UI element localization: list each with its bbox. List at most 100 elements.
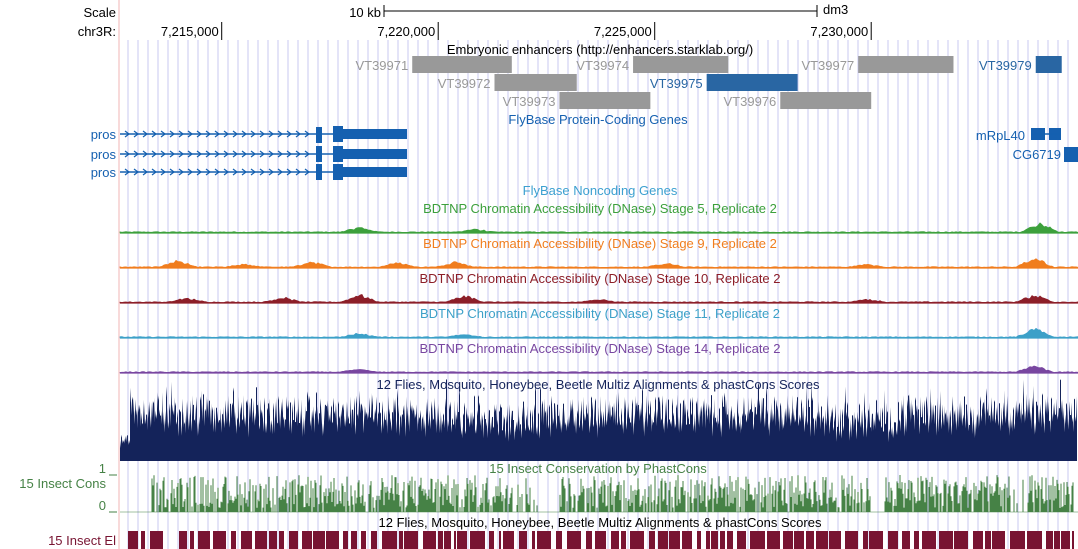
exon[interactable] [343, 129, 407, 139]
conserved-element[interactable] [720, 531, 725, 549]
conserved-element[interactable] [783, 531, 793, 549]
conserved-element[interactable] [289, 531, 298, 549]
exon[interactable] [333, 126, 343, 142]
conserved-element[interactable] [845, 531, 858, 549]
conserved-element[interactable] [806, 531, 814, 549]
conserved-element[interactable] [992, 531, 1005, 549]
conserved-element[interactable] [279, 531, 284, 549]
conserved-element[interactable] [567, 531, 581, 549]
enhancer-vt39977[interactable] [858, 56, 954, 73]
enhancer-label[interactable]: VT39977 [801, 58, 854, 73]
conserved-element[interactable] [727, 531, 733, 549]
enhancer-label[interactable]: VT39973 [503, 94, 556, 109]
gene-label-mrpl40[interactable]: mRpL40 [976, 128, 1025, 143]
conserved-element[interactable] [621, 531, 626, 549]
genes-title[interactable]: FlyBase Protein-Coding Genes [508, 112, 688, 127]
dnase-title[interactable]: BDTNP Chromatin Accessibility (DNase) St… [423, 201, 777, 216]
dnase-title[interactable]: BDTNP Chromatin Accessibility (DNase) St… [423, 236, 777, 251]
dnase-signal[interactable] [119, 365, 1078, 374]
dnase-title[interactable]: BDTNP Chromatin Accessibility (DNase) St… [419, 341, 780, 356]
conserved-element[interactable] [326, 531, 339, 549]
conserved-element[interactable] [611, 531, 619, 549]
gene-pros-transcript[interactable]: pros [91, 164, 407, 180]
multiz-histogram[interactable] [120, 379, 1077, 461]
conserved-element[interactable] [371, 531, 377, 549]
insect-el-title[interactable]: 12 Flies, Mosquito, Honeybee, Beetle Mul… [379, 515, 822, 530]
exon[interactable] [333, 146, 343, 162]
conserved-element[interactable] [302, 531, 312, 549]
enhancer-label[interactable]: VT39979 [979, 58, 1032, 73]
conserved-element[interactable] [595, 531, 606, 549]
conserved-element[interactable] [711, 531, 718, 549]
conserved-element[interactable] [1054, 531, 1060, 549]
conserved-element[interactable] [404, 531, 418, 549]
conserved-element[interactable] [454, 531, 456, 549]
multiz-signal[interactable] [120, 379, 1077, 461]
insect-cons-title[interactable]: 15 Insect Conservation by PhastCons [489, 461, 707, 476]
gene-label-pros[interactable]: pros [91, 127, 117, 142]
conserved-element[interactable] [939, 531, 953, 549]
gene-label-pros[interactable]: pros [91, 165, 117, 180]
conserved-element[interactable] [902, 531, 910, 549]
conserved-element[interactable] [213, 531, 226, 549]
enhancer-label[interactable]: VT39975 [650, 76, 703, 91]
conserved-element[interactable] [816, 531, 828, 549]
insect-cons-signal[interactable] [151, 475, 1074, 512]
conserved-element[interactable] [128, 531, 138, 549]
dnase-track[interactable]: BDTNP Chromatin Accessibility (DNase) St… [119, 271, 1078, 304]
ruler-track[interactable]: Scale chr3R: 10 kb dm3 7,215,000 7,220,00… [78, 2, 872, 40]
conserved-element[interactable] [313, 531, 325, 549]
conserved-element[interactable] [829, 531, 841, 549]
conserved-element[interactable] [351, 531, 357, 549]
enhancers-title[interactable]: Embryonic enhancers (http://enhancers.st… [447, 42, 753, 57]
dnase-track[interactable]: BDTNP Chromatin Accessibility (DNase) St… [119, 201, 1078, 234]
conserved-element[interactable] [1046, 531, 1053, 549]
conserved-element[interactable] [537, 531, 551, 549]
dnase-signal[interactable] [119, 327, 1078, 339]
conserved-element[interactable] [423, 531, 436, 549]
dnase-signal[interactable] [119, 258, 1078, 269]
conserved-element[interactable] [343, 531, 348, 549]
dnase-signal[interactable] [119, 294, 1078, 304]
conserved-element[interactable] [922, 531, 936, 549]
dnase-track[interactable]: BDTNP Chromatin Accessibility (DNase) St… [119, 236, 1078, 269]
conserved-element[interactable] [794, 531, 804, 549]
insect-el-side-label[interactable]: 15 Insect El [48, 533, 116, 548]
right-genes[interactable]: mRpL40 CG6719 [976, 128, 1078, 162]
dnase-title[interactable]: BDTNP Chromatin Accessibility (DNase) St… [419, 271, 780, 286]
conserved-element[interactable] [586, 531, 592, 549]
enhancer-vt39973[interactable] [559, 92, 651, 109]
insect-cons-side-label[interactable]: 15 Insect Cons [19, 476, 106, 491]
conserved-element[interactable] [532, 531, 535, 549]
conserved-element[interactable] [503, 531, 514, 549]
conserved-element[interactable] [737, 531, 746, 549]
enhancer-label[interactable]: VT39976 [724, 94, 777, 109]
enhancer-vt39976[interactable] [780, 92, 872, 109]
multiz-title[interactable]: 12 Flies, Mosquito, Honeybee, Beetle Mul… [377, 377, 820, 392]
conserved-element[interactable] [914, 531, 919, 549]
conserved-element[interactable] [470, 531, 485, 549]
conserved-element[interactable] [241, 531, 252, 549]
conserved-element[interactable] [750, 531, 765, 549]
conserved-element[interactable] [863, 531, 868, 549]
gene-pros-transcript[interactable]: pros [91, 146, 407, 162]
conserved-element[interactable] [869, 531, 883, 549]
conserved-element[interactable] [669, 531, 680, 549]
conserved-element[interactable] [255, 531, 267, 549]
conserved-element[interactable] [658, 531, 668, 549]
gene-pros-transcript[interactable]: pros [91, 126, 407, 143]
conserved-element[interactable] [179, 531, 187, 549]
conserved-element[interactable] [231, 531, 236, 549]
noncoding-title[interactable]: FlyBase Noncoding Genes [523, 183, 678, 198]
dnase-tracks[interactable]: BDTNP Chromatin Accessibility (DNase) St… [119, 201, 1078, 374]
conserved-element[interactable] [556, 531, 562, 549]
conserved-element[interactable] [767, 531, 780, 549]
enhancer-vt39974[interactable] [633, 56, 729, 73]
conserved-element[interactable] [141, 531, 145, 549]
conserved-element[interactable] [630, 531, 644, 549]
exon[interactable] [316, 164, 322, 180]
conserved-element[interactable] [519, 531, 527, 549]
conserved-element[interactable] [1027, 531, 1042, 549]
conserved-element[interactable] [1010, 531, 1025, 549]
enhancer-label[interactable]: VT39972 [438, 76, 491, 91]
